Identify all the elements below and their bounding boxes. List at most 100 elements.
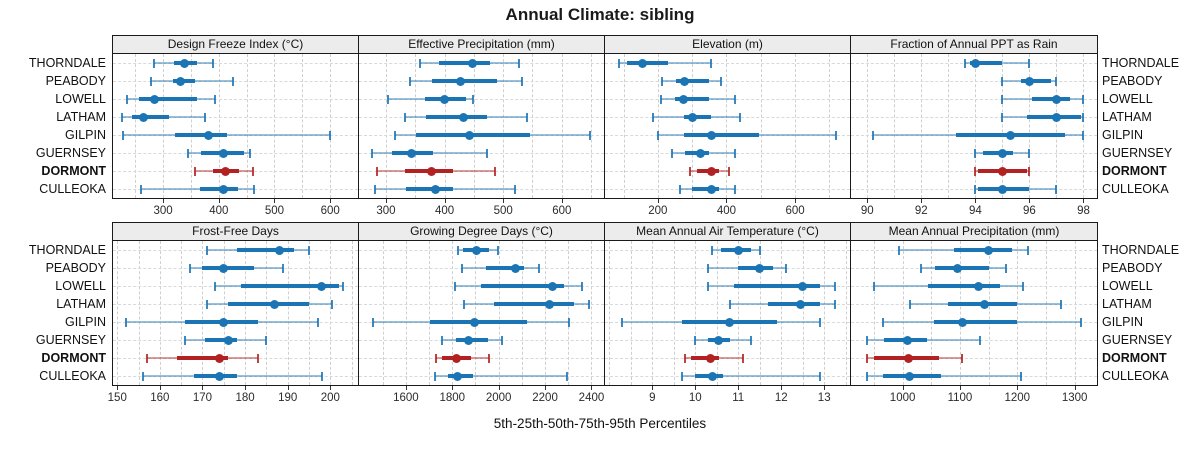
median-dot [220,166,230,176]
interval-25-75 [934,320,1018,324]
interval-25-75 [438,61,491,65]
interval-25-75 [228,302,309,306]
whisker-cap [456,246,459,255]
whisker-cap [139,185,142,194]
median-dot [427,166,437,176]
tick-label: 400 [434,205,455,217]
median-dot [706,166,716,176]
tick-mark [545,386,547,390]
tick-label: 180 [235,392,255,404]
gridline [795,54,797,198]
interval-25-75 [240,284,339,288]
median-dot [1051,112,1061,122]
gridline [498,241,500,385]
gridline [382,241,384,385]
tick-label: 1000 [889,392,916,404]
gridline [138,241,140,385]
median-dot [215,371,225,381]
gridline [738,241,740,385]
gridline [561,54,563,198]
gridline [873,241,875,385]
row-guide [605,99,850,100]
panel-header: Design Freeze Index (°C) [113,36,358,54]
median-dot [680,76,690,86]
tick-mark [657,199,659,203]
tick-mark [1017,386,1019,390]
whisker-cap [149,77,152,86]
interval-5-95 [123,134,331,136]
gridline [330,241,332,385]
tick-mark [287,386,289,390]
chart-title: Annual Climate: sibling [505,5,695,24]
category-label-left: GUERNSEY [35,146,106,160]
panel: Effective Precipitation (mm) [358,35,605,199]
tick-mark [561,199,563,203]
category-label-left: LATHAM [56,110,106,124]
tick-label: 400 [716,205,737,217]
category-label-right: CULLEOKA [1102,369,1169,383]
row-guide [359,99,604,100]
median-dot [453,371,463,381]
whisker-cap [472,95,475,104]
category-label-right: PEABODY [1102,261,1163,275]
tick-label: 2400 [578,392,605,404]
whisker-cap [711,246,714,255]
median-dot [997,166,1007,176]
tick-mark [726,199,728,203]
category-label-right: LOWELL [1102,279,1153,293]
whisker-cap [122,131,125,140]
median-dot [637,58,647,68]
gridline [287,241,289,385]
gridline [716,241,718,385]
category-label-left: THORNDALE [28,56,106,70]
row-guide [359,171,604,172]
whisker-cap [265,336,268,345]
median-dot [406,148,416,158]
panel-plot [605,241,850,385]
row-guide [851,81,1097,82]
category-label-right: GUERNSEY [1102,333,1173,347]
category-label-right: GUERNSEY [1102,146,1173,160]
median-dot [451,353,461,363]
whisker-cap [316,318,319,327]
panel: Elevation (m) [604,35,851,199]
gridline [503,54,505,198]
tick-label: 92 [914,205,928,217]
median-dot [544,299,554,309]
interval-25-75 [733,284,820,288]
median-dot [440,94,450,104]
panel-header: Effective Precipitation (mm) [359,36,604,54]
interval-25-75 [683,115,711,119]
whisker-cap [1059,300,1062,309]
median-dot [471,245,481,255]
whisker-cap [342,282,345,291]
tick-label: 94 [968,205,982,217]
gridline [921,54,923,198]
category-label-right: PEABODY [1102,74,1163,88]
whisker-cap [679,185,682,194]
gridline [988,241,990,385]
tick-mark [591,386,593,390]
tick-label: 400 [209,205,229,217]
category-label-right: LATHAM [1102,297,1152,311]
whisker-cap [513,185,516,194]
whisker-cap [689,167,692,176]
whisker-cap [205,300,208,309]
panel-header: Mean Annual Air Temperature (°C) [605,223,850,241]
whisker-cap [441,336,444,345]
median-dot [464,130,474,140]
whisker-cap [734,95,737,104]
whisker-cap [866,354,869,363]
whisker-cap [204,113,207,122]
row-guide [605,286,850,287]
tick-label: 2000 [485,392,512,404]
median-dot [705,353,715,363]
row-guide [359,153,604,154]
whisker-cap [408,77,411,86]
row-guide [113,63,358,64]
interval-25-75 [675,79,709,83]
whisker-cap [974,167,977,176]
whisker-cap [485,149,488,158]
tick-mark [867,199,869,203]
